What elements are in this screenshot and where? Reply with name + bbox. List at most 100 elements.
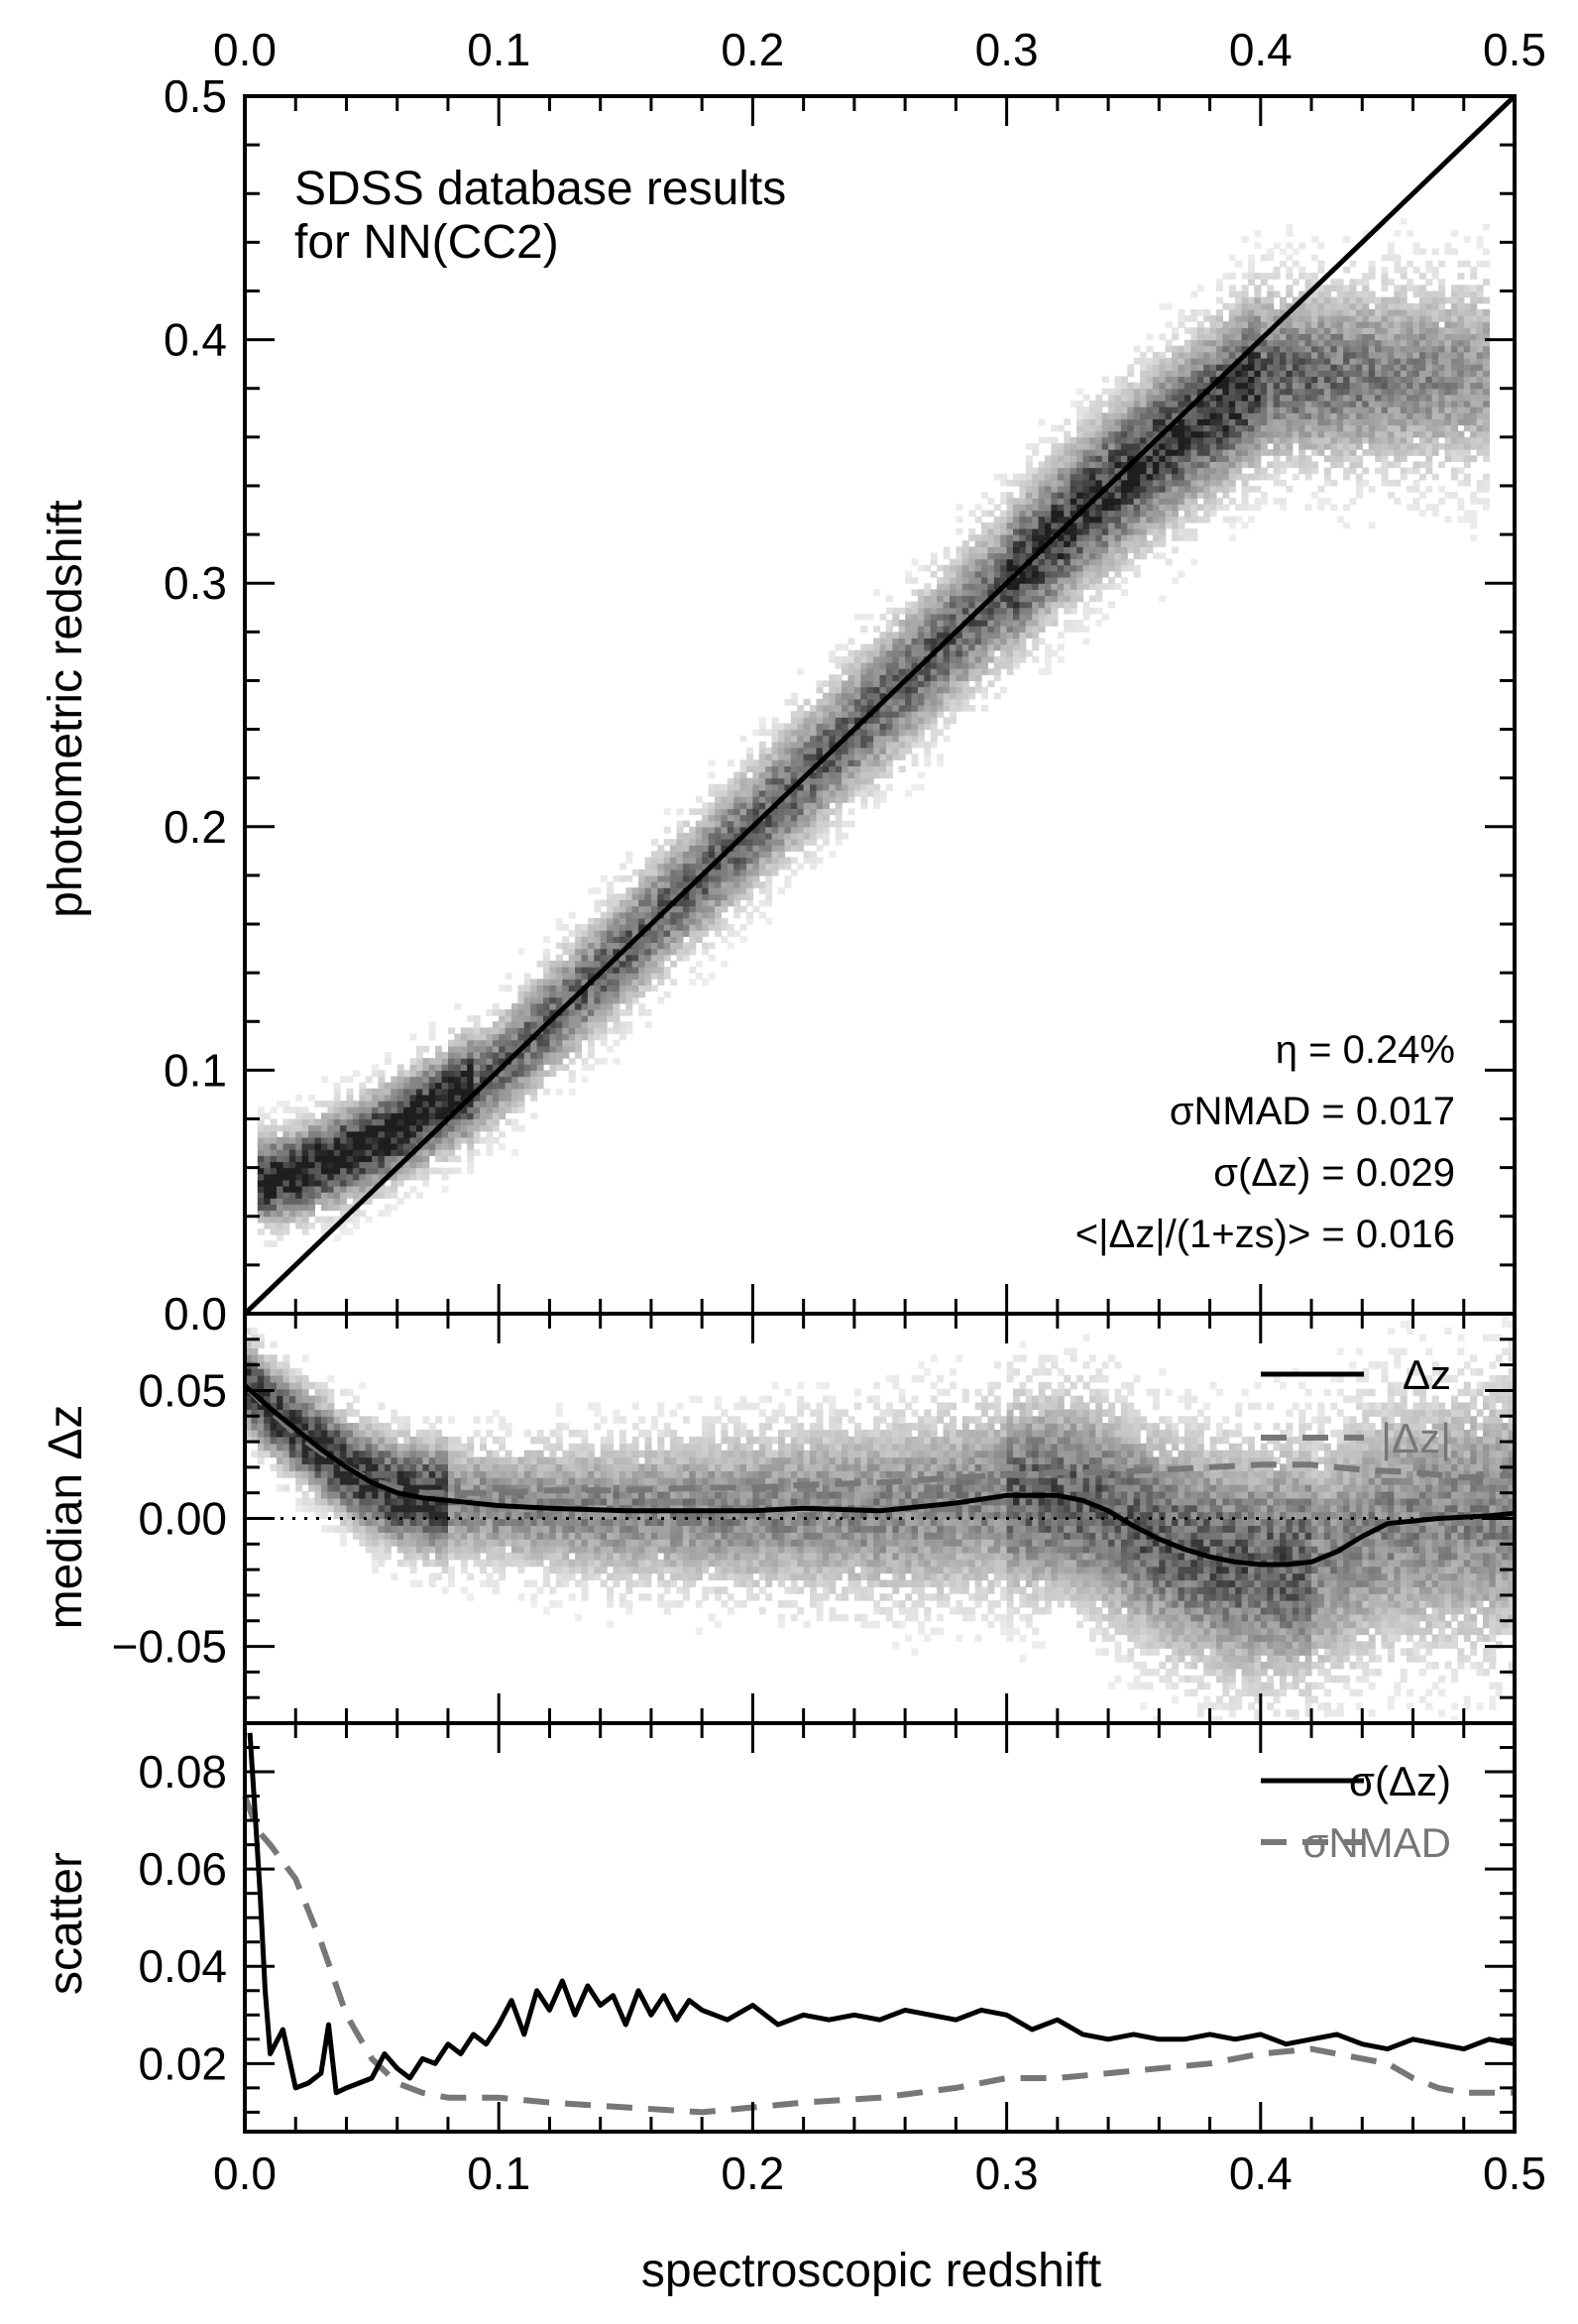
density-cell bbox=[1019, 601, 1027, 609]
density-cell bbox=[340, 1167, 348, 1175]
density-cell bbox=[467, 1058, 475, 1065]
density-cell bbox=[295, 1192, 303, 1199]
density-cell bbox=[885, 686, 893, 694]
density-cell bbox=[1196, 504, 1204, 512]
density-cell bbox=[993, 546, 1001, 554]
density-cell bbox=[1101, 443, 1109, 450]
density-cell bbox=[409, 1161, 417, 1169]
density-cell bbox=[956, 620, 963, 627]
density-cell bbox=[301, 1124, 309, 1132]
density-cell bbox=[1076, 401, 1084, 407]
density-cell bbox=[1184, 492, 1191, 499]
density-cell bbox=[1400, 449, 1408, 456]
density-cell bbox=[1152, 382, 1160, 390]
density-cell bbox=[454, 1095, 462, 1102]
density-cell bbox=[607, 948, 615, 956]
density-cell bbox=[1082, 552, 1090, 560]
density-cell bbox=[270, 1198, 278, 1205]
density-cell bbox=[1228, 321, 1236, 328]
density-cell bbox=[1273, 407, 1281, 413]
density-cell bbox=[822, 777, 830, 785]
density-cell bbox=[1375, 364, 1383, 371]
density-cell bbox=[1095, 583, 1103, 590]
density-cell bbox=[689, 832, 697, 840]
density-cell bbox=[1051, 564, 1059, 572]
density-cell bbox=[1082, 461, 1090, 469]
density-cell bbox=[365, 1179, 373, 1187]
density-cell bbox=[359, 1179, 367, 1187]
density-cell bbox=[879, 759, 887, 766]
density-cell bbox=[892, 607, 900, 615]
density-cell bbox=[391, 1095, 398, 1102]
density-cell bbox=[1178, 570, 1185, 578]
density-cell bbox=[1280, 308, 1287, 316]
density-cell bbox=[702, 924, 710, 931]
density-cell bbox=[1336, 449, 1344, 456]
density-cell bbox=[1381, 333, 1389, 341]
density-cell bbox=[956, 583, 963, 590]
density-cell bbox=[822, 832, 830, 840]
density-cell bbox=[301, 1136, 309, 1144]
density-cell bbox=[721, 874, 729, 882]
density-cell bbox=[435, 1082, 443, 1090]
density-cell bbox=[1190, 376, 1198, 384]
density-cell bbox=[1400, 266, 1408, 274]
density-cell bbox=[937, 607, 945, 615]
density-cell bbox=[587, 967, 595, 974]
density-cell bbox=[1407, 358, 1414, 365]
density-cell bbox=[1203, 370, 1211, 377]
density-cell bbox=[625, 917, 633, 925]
density-cell bbox=[1025, 613, 1033, 621]
density-cell bbox=[1228, 382, 1236, 390]
density-cell bbox=[860, 765, 868, 773]
density-cell bbox=[739, 893, 747, 900]
density-cell bbox=[467, 1076, 475, 1084]
density-cell bbox=[727, 826, 734, 834]
density-cell bbox=[467, 1052, 475, 1059]
density-cell bbox=[1349, 370, 1357, 377]
density-cell bbox=[1203, 394, 1211, 402]
density-cell bbox=[721, 936, 729, 943]
density-cell bbox=[924, 705, 932, 712]
density-cell bbox=[898, 754, 906, 760]
density-cell bbox=[885, 759, 893, 766]
density-cell bbox=[1095, 430, 1103, 438]
density-cell bbox=[631, 942, 639, 950]
density-cell bbox=[689, 942, 697, 950]
density-cell bbox=[924, 668, 932, 675]
density-cell bbox=[993, 607, 1001, 615]
density-cell bbox=[943, 613, 951, 621]
density-cell bbox=[956, 649, 963, 657]
density-cell bbox=[1196, 516, 1204, 523]
density-cell bbox=[879, 632, 887, 639]
density-cell bbox=[695, 905, 703, 913]
density-cell bbox=[1172, 430, 1180, 438]
density-cell bbox=[409, 1143, 417, 1150]
density-cell bbox=[739, 924, 747, 931]
density-cell bbox=[1304, 296, 1312, 304]
density-cell bbox=[384, 1112, 392, 1120]
density-cell bbox=[917, 655, 925, 663]
density-cell bbox=[1241, 424, 1249, 432]
density-cell bbox=[454, 1167, 462, 1175]
density-cell bbox=[1228, 473, 1236, 481]
density-cell bbox=[860, 729, 868, 737]
density-cell bbox=[1140, 455, 1148, 462]
density-cell bbox=[663, 936, 671, 943]
density-cell bbox=[1323, 407, 1331, 413]
density-cell bbox=[562, 924, 570, 931]
density-cell bbox=[1292, 412, 1299, 419]
density-cell bbox=[1248, 273, 1255, 280]
density-cell bbox=[562, 1027, 570, 1035]
density-cell bbox=[448, 1095, 455, 1102]
density-cell bbox=[1273, 455, 1281, 462]
density-cell bbox=[1407, 486, 1414, 493]
density-cell bbox=[1165, 407, 1173, 413]
density-cell bbox=[1064, 418, 1071, 426]
density-cell bbox=[1101, 570, 1109, 578]
density-cell bbox=[1292, 358, 1299, 365]
density-cell bbox=[1400, 358, 1408, 365]
density-cell bbox=[441, 1082, 449, 1090]
density-cell bbox=[467, 1112, 475, 1120]
density-cell bbox=[301, 1130, 309, 1138]
